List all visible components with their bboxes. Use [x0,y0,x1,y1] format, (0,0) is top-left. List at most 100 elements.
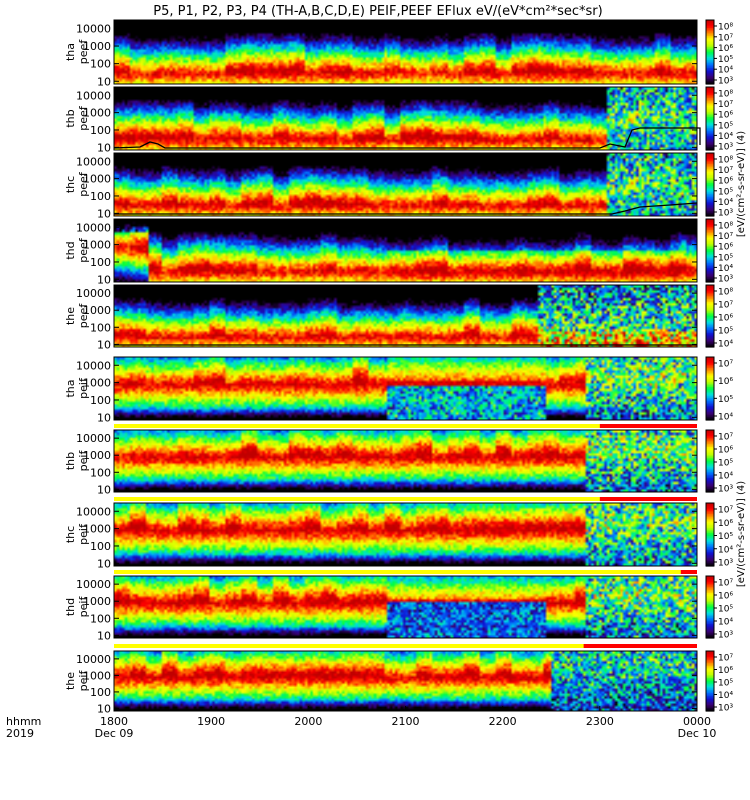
colorbar-swatch [706,443,714,447]
colorbar-swatch [706,50,714,53]
colorbar-swatch [706,529,714,532]
colorbar-swatch [706,484,714,487]
colorbar-swatch [706,377,714,380]
colorbar-swatch [706,597,714,600]
colorbar-swatch [706,693,714,696]
colorbar-swatch [706,320,714,323]
colorbar-swatch [706,58,714,61]
colorbar-swatch [706,532,714,536]
colorbar-swatch [706,261,714,264]
colorbar-swatch [706,309,714,312]
colorbar-swatch [706,143,714,146]
colorbar-swatch [706,600,714,603]
colorbar-swatch [706,248,714,252]
colorbar-swatch [706,607,714,610]
colorbar-swatch [706,294,714,297]
x-tick-label: 1900 [197,715,225,728]
colorbar-swatch [706,616,714,619]
y-tick-label: 10 [97,629,111,642]
colorbar-swatch [706,60,714,63]
y-tick-label: 10000 [76,287,111,300]
colorbar-swatch [706,270,714,274]
colorbar-swatch [706,104,714,107]
colorbar-swatch [706,263,714,266]
panel-quantity-label: peif [77,670,90,692]
colorbar-swatch [706,510,714,514]
colorbar-swatch [706,37,714,40]
colorbar-swatch [706,267,714,270]
colorbar-swatch [706,342,714,345]
panel-probe-label: tha [64,43,77,61]
colorbar-the-peef: 10⁸ 10⁷ 10⁶ 10⁵ 10⁴ [705,284,733,350]
colorbar-swatch [706,178,714,181]
colorbar-tha-peif: 10⁷ 10⁶ 10⁵ 10⁴ [705,356,733,423]
x-tick-label: 2200 [489,715,517,728]
colorbar-tick-label: 10⁴ [718,66,733,76]
colorbar-tick-label: 10³ [718,77,733,87]
colorbar-swatch [706,94,714,98]
colorbar-tick-label: 10⁶ [718,519,733,529]
colorbar-swatch [706,298,714,302]
colorbar-tick-label: 10⁴ [718,340,733,350]
colorbar-swatch [706,465,714,468]
colorbar-tick-label: 10⁶ [718,666,733,676]
colorbar-swatch [706,468,714,471]
y-tick-label: 10000 [76,432,111,445]
colorbar-swatch [706,79,714,82]
colorbar-swatch [706,302,714,305]
colorbar-swatch [706,682,714,685]
panel-quantity-label: peef [77,237,90,263]
colorbar-swatch [706,157,714,160]
colorbar-swatch [706,90,714,93]
colorbar-swatch [706,687,714,690]
colorbar-swatch [706,99,714,102]
colorbar-swatch [706,617,714,620]
colorbar-swatch [706,388,714,391]
colorbar-swatch [706,76,714,79]
colorbar-tick-label: 10⁵ [718,532,733,542]
colorbar-swatch [706,596,714,599]
colorbar-swatch [706,162,714,165]
colorbar-swatch [706,168,714,171]
colorbar-swatch [706,440,714,443]
colorbar-the-peif: 10⁷ 10⁶ 10⁵ 10⁴ 10³ [705,650,733,714]
colorbar-swatch [706,385,714,388]
colorbar-swatch [706,364,714,368]
colorbar-swatch [706,700,714,703]
colorbar-swatch [706,195,714,198]
x-tick-label: 2000 [294,715,322,728]
colorbar-swatch [706,236,714,239]
y-tick-label: 10 [97,483,111,496]
colorbar-swatch [706,684,714,687]
colorbar-tick-label: 10⁴ [718,618,733,628]
y-tick-label: 10000 [76,653,111,666]
colorbar-swatch [706,415,714,418]
colorbar-swatch [706,87,714,90]
colorbar-swatch [706,410,714,413]
colorbar-swatch [706,159,714,162]
x-tick-label: 2300 [586,715,614,728]
colorbar-swatch [706,74,714,77]
colorbar-swatch [706,539,714,542]
y-tick-label: 10 [97,702,111,715]
colorbar-frame [705,152,715,217]
x-axis-year: 2019 [6,727,34,740]
colorbar-swatch [706,368,714,371]
colorbar-swatch [706,448,714,451]
colorbar-swatch [706,670,714,673]
colorbar-swatch [706,628,714,631]
colorbar-swatch [706,691,714,694]
colorbar-swatch [706,21,714,24]
colorbar-swatch [706,655,714,658]
colorbar-swatch [706,176,714,179]
colorbar-tick-label: 10⁴ [718,691,733,701]
colorbar-swatch [706,534,714,537]
colorbar-swatch [706,509,714,512]
colorbar-swatch [706,120,714,123]
colorbar-swatch [706,317,714,320]
colorbar-swatch [706,405,714,408]
colorbar-swatch [706,68,714,71]
